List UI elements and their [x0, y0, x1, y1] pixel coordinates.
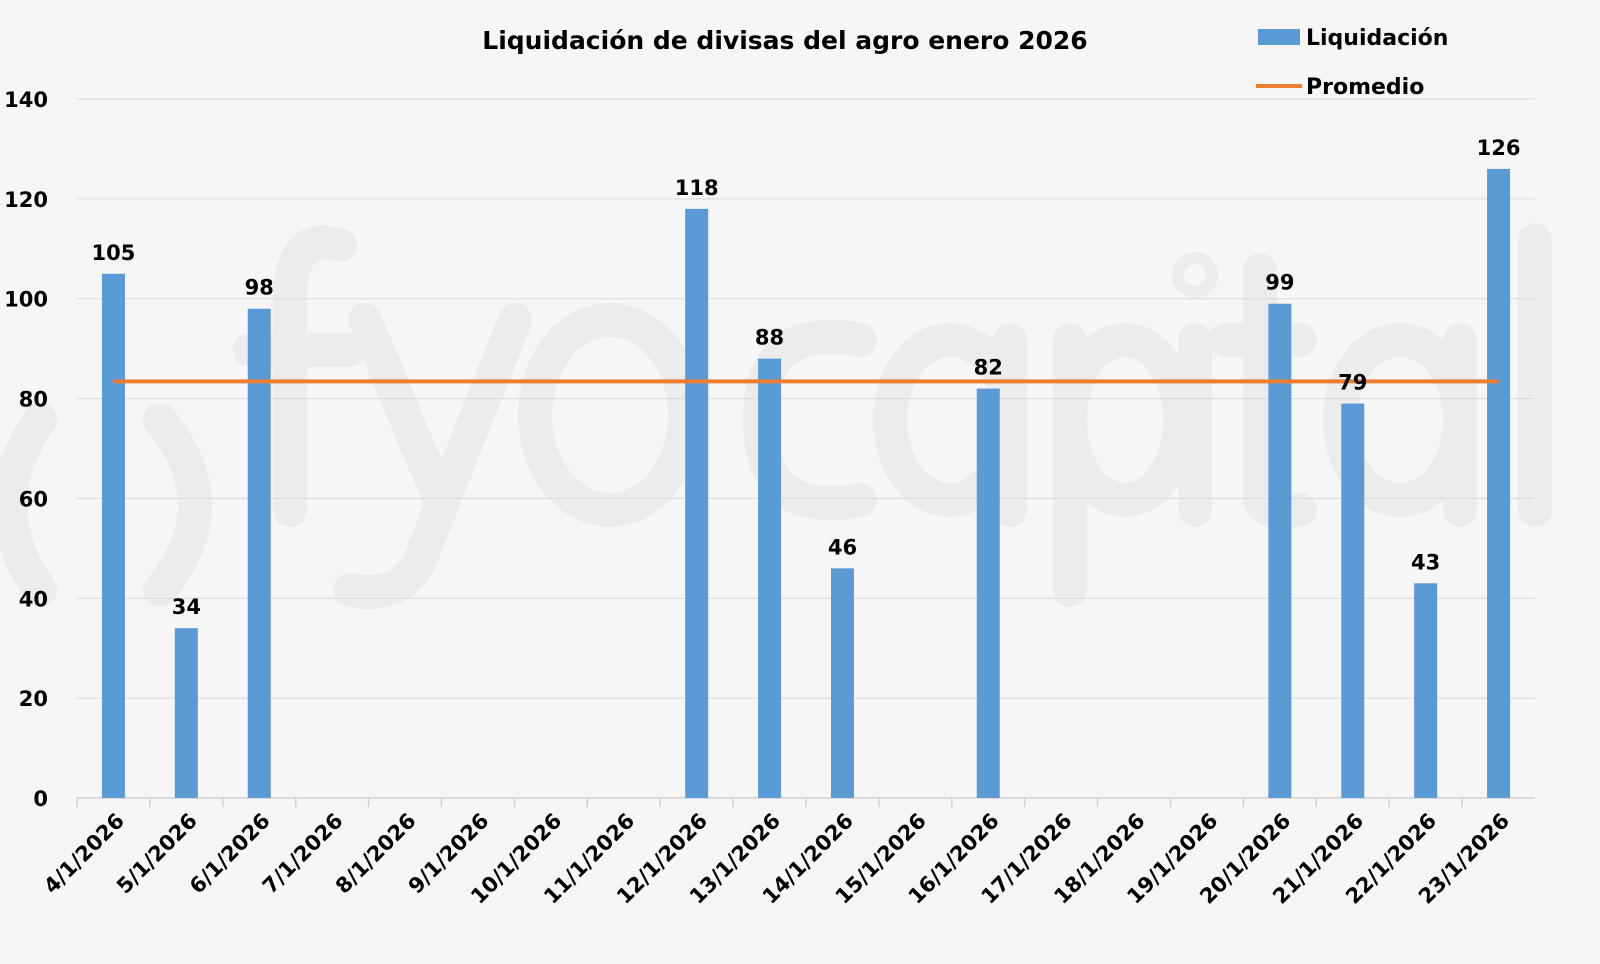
bar	[685, 208, 709, 799]
watermark-logo	[0, 223, 1552, 609]
bar	[101, 273, 125, 798]
y-tick-label: 40	[19, 587, 48, 611]
data-label: 43	[1411, 550, 1440, 574]
bar	[1341, 403, 1365, 798]
bar	[1487, 168, 1511, 798]
y-tick-label: 100	[4, 288, 48, 312]
y-tick-label: 20	[19, 687, 48, 711]
y-tick-label: 120	[4, 188, 48, 212]
bar	[976, 388, 1000, 798]
chart-title: Liquidación de divisas del agro enero 20…	[482, 26, 1087, 55]
data-label: 126	[1477, 136, 1521, 160]
legend: Liquidación Promedio	[1256, 26, 1448, 100]
data-label: 82	[974, 356, 1003, 380]
data-label: 34	[172, 595, 201, 619]
legend-swatch-liquidacion	[1258, 29, 1300, 45]
data-label: 118	[675, 176, 719, 200]
data-label: 99	[1265, 271, 1294, 295]
bar	[247, 308, 271, 798]
y-tick-label: 80	[19, 388, 48, 412]
data-label: 105	[92, 241, 136, 265]
bar	[174, 628, 198, 798]
legend-label-liquidacion[interactable]: Liquidación	[1306, 26, 1448, 51]
y-tick-label: 0	[33, 787, 48, 811]
data-label: 79	[1338, 371, 1367, 395]
bar	[758, 358, 782, 798]
bar	[1268, 303, 1292, 798]
bar	[1414, 583, 1438, 798]
data-label: 88	[755, 326, 784, 350]
data-label: 46	[828, 535, 857, 559]
y-tick-label: 140	[4, 88, 48, 112]
bar	[830, 568, 854, 798]
data-label: 98	[245, 276, 274, 300]
legend-label-promedio[interactable]: Promedio	[1306, 75, 1424, 100]
y-tick-label: 60	[19, 487, 48, 511]
